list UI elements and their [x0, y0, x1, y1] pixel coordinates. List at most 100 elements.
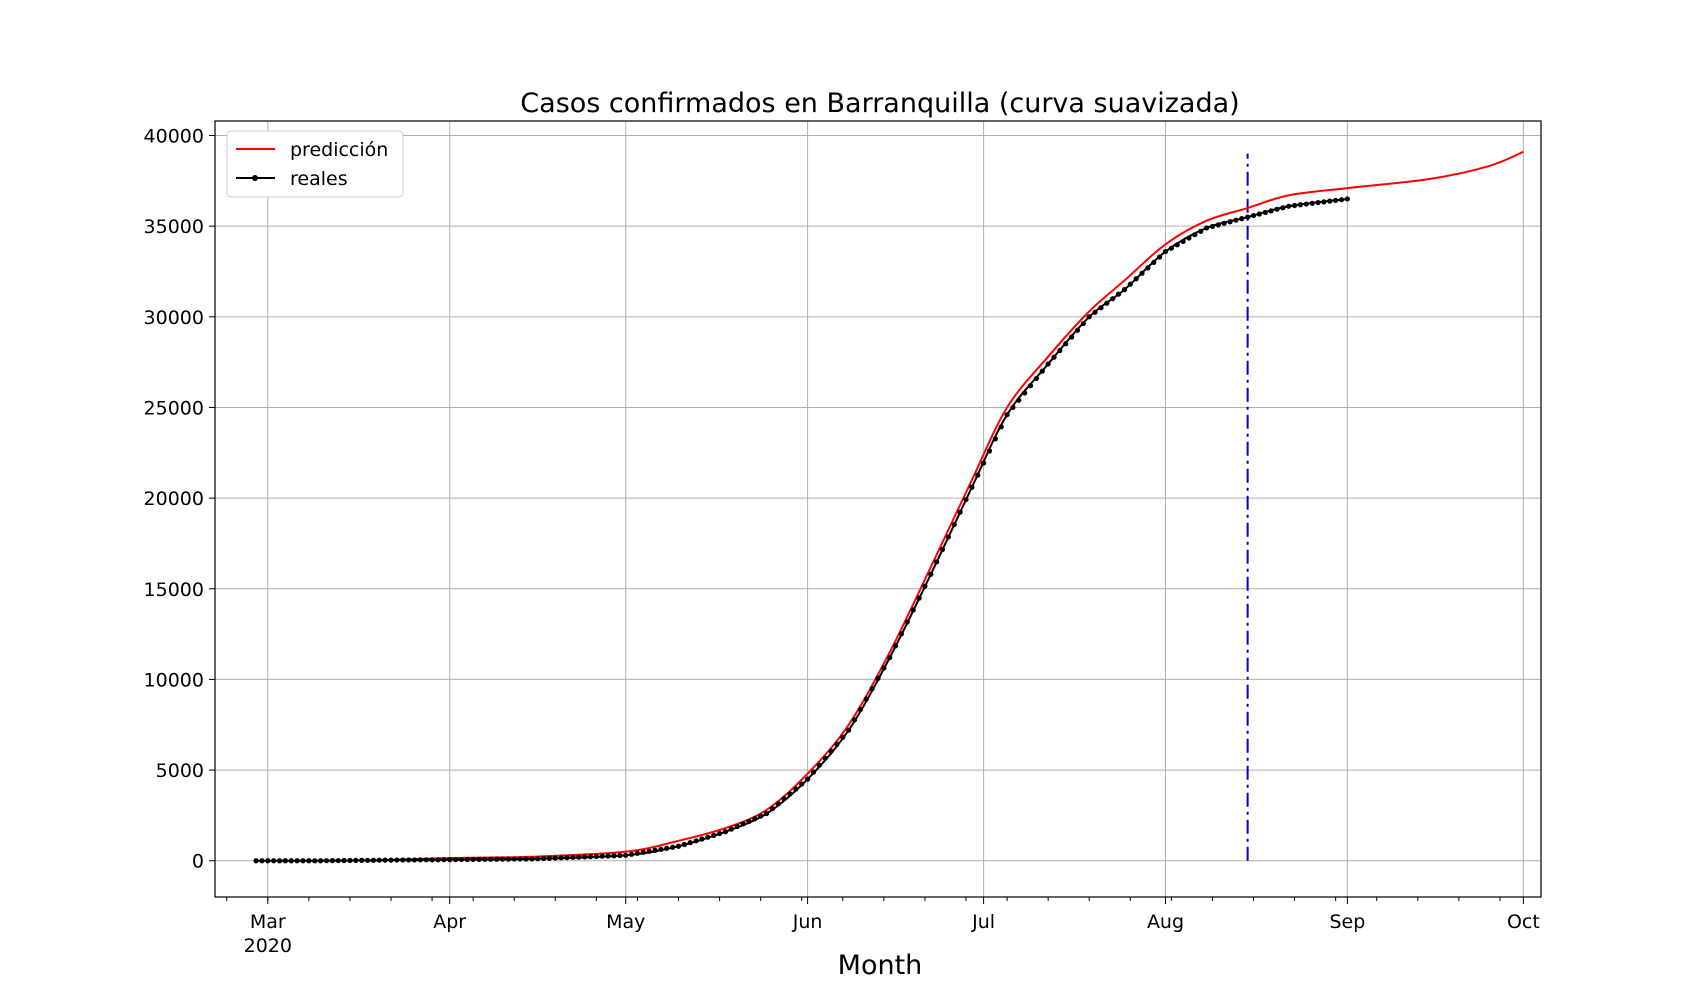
- data-point-reales: [1162, 248, 1169, 255]
- data-point-reales: [470, 856, 476, 863]
- data-point-reales: [869, 686, 875, 692]
- data-point-reales: [945, 534, 952, 540]
- data-point-reales: [1039, 368, 1045, 374]
- chart-title: Casos confirmados en Barranquilla (curva…: [520, 88, 1239, 119]
- data-point-reales: [816, 762, 822, 768]
- data-point-reales: [722, 829, 729, 835]
- y-tick-label: 20000: [144, 488, 204, 510]
- data-point-reales: [535, 856, 541, 862]
- data-point-reales: [1309, 200, 1315, 206]
- data-point-reales: [1321, 199, 1327, 205]
- data-point-reales: [318, 858, 324, 864]
- data-point-reales: [799, 781, 805, 787]
- data-point-reales: [276, 858, 283, 864]
- data-point-reales: [1250, 212, 1257, 219]
- data-point-reales: [881, 665, 887, 671]
- data-point-reales: [411, 857, 418, 863]
- x-axis-label: Month: [838, 950, 923, 981]
- data-point-reales: [1139, 270, 1145, 276]
- data-point-reales: [376, 857, 382, 863]
- data-point-reales: [1262, 209, 1268, 216]
- series-line-reales: [256, 197, 1348, 862]
- data-point-reales: [1274, 206, 1280, 212]
- data-point-reales: [658, 846, 664, 852]
- data-point-reales: [482, 856, 488, 862]
- data-point-reales: [1080, 320, 1086, 327]
- data-point-reales: [1022, 390, 1028, 396]
- data-point-reales: [804, 776, 811, 782]
- data-point-reales: [681, 841, 687, 848]
- data-point-reales: [476, 856, 482, 862]
- data-point-reales: [570, 854, 576, 860]
- data-point-reales: [388, 857, 394, 863]
- data-point-reales: [910, 607, 916, 613]
- data-point-reales: [670, 844, 676, 850]
- data-point-reales: [781, 796, 787, 802]
- data-point-reales: [752, 816, 758, 822]
- data-point-reales: [1092, 309, 1098, 315]
- y-tick-label: 40000: [144, 126, 204, 148]
- x-tick-label: Oct: [1507, 911, 1540, 933]
- data-point-reales: [494, 856, 500, 862]
- x-tick-label: Sep: [1329, 911, 1365, 933]
- data-point-reales: [1033, 375, 1040, 382]
- data-point-reales: [540, 855, 547, 862]
- data-point-reales: [998, 424, 1004, 430]
- data-point-reales: [1209, 223, 1216, 230]
- data-point-reales: [1338, 197, 1345, 203]
- data-point-reales: [646, 848, 652, 854]
- y-tick-label: 35000: [144, 216, 204, 238]
- data-point-reales: [846, 727, 852, 733]
- data-point-reales: [423, 857, 429, 863]
- data-point-reales: [934, 559, 940, 565]
- data-point-reales: [499, 856, 506, 862]
- data-point-reales: [793, 786, 799, 792]
- data-point-reales: [1121, 287, 1128, 293]
- data-point-reales: [963, 497, 969, 503]
- data-point-reales: [1186, 235, 1192, 241]
- data-point-reales: [1133, 276, 1139, 282]
- data-point-reales: [394, 857, 400, 863]
- data-point-reales: [400, 857, 406, 863]
- x-tick-label: Jun: [792, 911, 823, 933]
- x-tick-label: Jul: [971, 911, 995, 933]
- x-tick-label: Mar: [250, 911, 286, 933]
- data-point-reales: [975, 472, 981, 478]
- data-point-reales: [1192, 232, 1198, 238]
- series-group: [253, 150, 1524, 864]
- data-point-reales: [822, 755, 828, 761]
- data-point-reales: [828, 748, 834, 754]
- data-point-reales: [716, 830, 723, 837]
- data-point-reales: [916, 595, 922, 601]
- series-line-prediccion: [367, 150, 1524, 862]
- data-point-reales: [605, 853, 611, 859]
- y-tick-label: 10000: [144, 669, 204, 691]
- data-point-reales: [259, 858, 265, 864]
- data-point-reales: [1203, 225, 1210, 231]
- legend: predicción reales: [226, 130, 404, 198]
- data-point-reales: [851, 717, 858, 723]
- y-tick-label: 15000: [144, 579, 204, 601]
- data-point-reales: [1127, 281, 1133, 287]
- data-point-reales: [452, 856, 459, 863]
- legend-marker-reales: [252, 175, 258, 181]
- data-point-reales: [787, 791, 793, 797]
- data-point-reales: [1045, 361, 1051, 367]
- data-point-reales: [857, 706, 863, 713]
- data-point-reales: [458, 856, 465, 863]
- data-point-reales: [623, 852, 629, 858]
- data-point-reales: [769, 806, 775, 812]
- legend-label-reales: reales: [290, 168, 348, 190]
- x-tick-label: Aug: [1147, 911, 1184, 933]
- data-point-reales: [1074, 327, 1081, 333]
- data-point-reales: [447, 857, 453, 863]
- data-point-reales: [312, 858, 318, 864]
- data-point-reales: [1180, 238, 1186, 245]
- data-point-reales: [1227, 219, 1233, 225]
- data-point-reales: [664, 845, 670, 851]
- data-point-reales: [898, 631, 905, 637]
- data-point-reales: [611, 853, 617, 859]
- data-point-reales: [957, 509, 963, 515]
- y-axis-ticks: 0 5000 10000 15000 20000 25000 30000 35000 40000: [144, 126, 215, 873]
